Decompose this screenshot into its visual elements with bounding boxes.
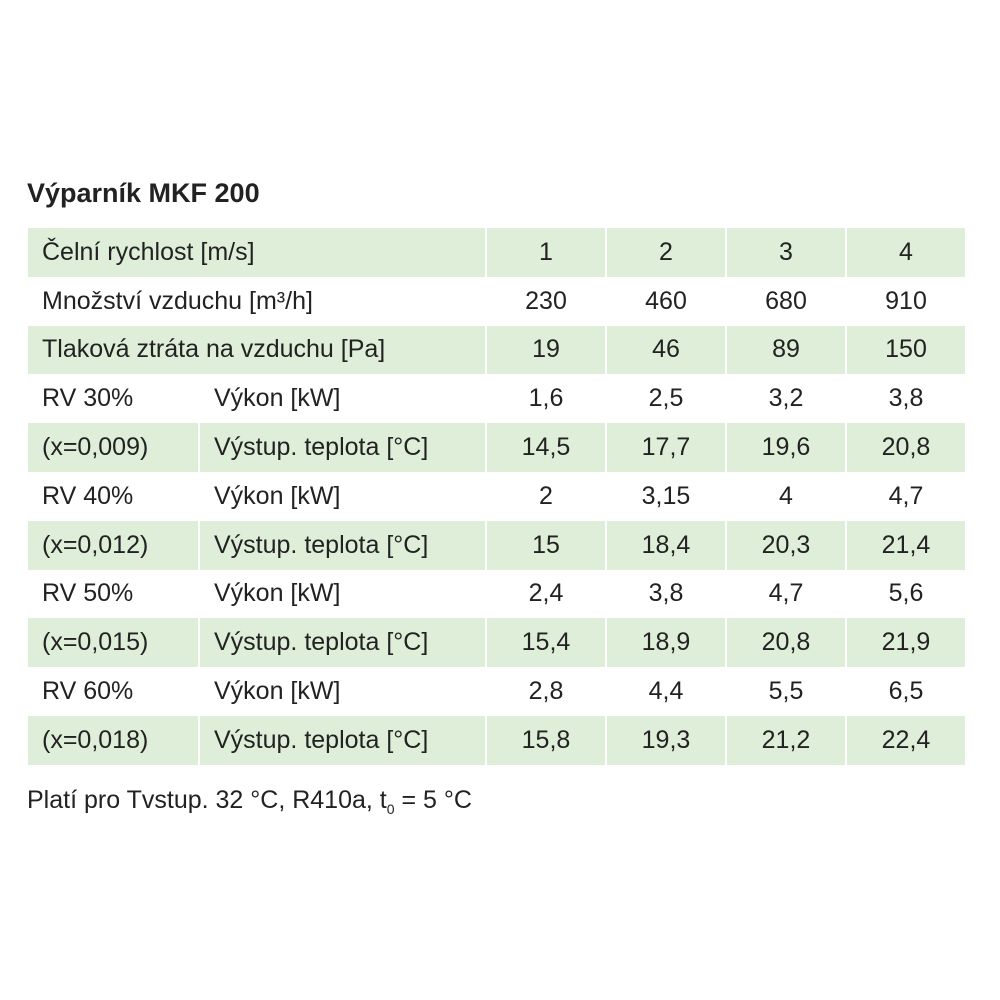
cell-value: 1,6 (528, 384, 564, 413)
row-label: Množství vzduchu [m³/h] (42, 286, 313, 315)
row-label: (x=0,009) (28, 423, 198, 472)
cell-value: 2,8 (528, 677, 564, 706)
row-label: Výkon [kW] (214, 579, 341, 608)
cell-value: 21,9 (847, 618, 965, 668)
footnote-subscript: 0 (386, 801, 395, 817)
cell-value: 18,4 (607, 520, 725, 570)
cell-value: 3,8 (648, 579, 684, 608)
cell-value: 4 (779, 481, 793, 510)
row-label: Výkon [kW] (214, 677, 341, 706)
table-body: Čelní rychlost [m/s] 1 2 3 4 Množství vzduchu… (28, 228, 965, 765)
cell-value: 460 (645, 286, 687, 315)
footnote: Platí pro Tvstup. 32 °C, R410a, t0 = 5 °… (27, 786, 472, 817)
row-label: Výstup. teplota [°C] (200, 715, 485, 765)
cell-value: 5,5 (768, 677, 804, 706)
table-row: RV 60% Výkon [kW] 2,8 4,4 5,5 6,5 (28, 667, 965, 716)
cell-value: 3,2 (768, 384, 804, 413)
row-label: RV 60% (42, 677, 134, 706)
cell-value: 17,7 (607, 423, 725, 472)
cell-value: 3,8 (888, 384, 924, 413)
row-label: Výstup. teplota [°C] (200, 520, 485, 570)
row-label: (x=0,012) (28, 520, 198, 570)
table-row: Množství vzduchu [m³/h] 230 460 680 910 (28, 277, 965, 326)
table-row: Čelní rychlost [m/s] 1 2 3 4 (28, 228, 965, 277)
row-label: Výstup. teplota [°C] (200, 423, 485, 472)
row-label: RV 50% (42, 579, 134, 608)
row-label: Výstup. teplota [°C] (200, 618, 485, 668)
cell-value: 46 (607, 325, 725, 375)
cell-value: 3,15 (641, 481, 691, 510)
cell-value: 2 (539, 481, 553, 510)
cell-value: 680 (765, 286, 807, 315)
table-row: (x=0,009) Výstup. teplota [°C] 14,5 17,7 19,… (28, 423, 965, 472)
cell-value: 14,5 (487, 423, 605, 472)
cell-value: 18,9 (607, 618, 725, 668)
cell-value: 2,5 (648, 384, 684, 413)
cell-value: 4,7 (888, 481, 924, 510)
row-label: (x=0,018) (28, 715, 198, 765)
row-label: (x=0,015) (28, 618, 198, 668)
table-row: (x=0,015) Výstup. teplota [°C] 15,4 18,9 20,… (28, 618, 965, 668)
cell-value: 1 (487, 228, 605, 277)
cell-value: 89 (727, 325, 845, 375)
data-table: Čelní rychlost [m/s] 1 2 3 4 Množství vzduchu… (26, 228, 967, 765)
cell-value: 15,8 (487, 715, 605, 765)
table-row: RV 30% Výkon [kW] 1,6 2,5 3,2 3,8 (28, 374, 965, 423)
cell-value: 15,4 (487, 618, 605, 668)
cell-value: 4 (847, 228, 965, 277)
table-row: Tlaková ztráta na vzduchu [Pa] 19 46 89 150 (28, 325, 965, 375)
cell-value: 19,6 (727, 423, 845, 472)
cell-value: 19 (487, 325, 605, 375)
cell-value: 910 (885, 286, 927, 315)
cell-value: 21,4 (847, 520, 965, 570)
row-label: RV 40% (42, 481, 134, 510)
cell-value: 20,8 (727, 618, 845, 668)
row-label: Výkon [kW] (214, 481, 341, 510)
row-label: Čelní rychlost [m/s] (28, 228, 485, 277)
table-row: RV 40% Výkon [kW] 2 3,15 4 4,7 (28, 472, 965, 521)
cell-value: 20,8 (847, 423, 965, 472)
cell-value: 19,3 (607, 715, 725, 765)
table-row: (x=0,018) Výstup. teplota [°C] 15,8 19,3 21,… (28, 715, 965, 765)
table-title: Výparník MKF 200 (27, 178, 260, 208)
cell-value: 2,4 (528, 579, 564, 608)
row-label: RV 30% (42, 384, 134, 413)
cell-value: 150 (847, 325, 965, 375)
cell-value: 15 (487, 520, 605, 570)
table-row: (x=0,012) Výstup. teplota [°C] 15 18,4 20,3 2… (28, 520, 965, 570)
footnote-rest: = 5 °C (394, 786, 472, 814)
row-label: Tlaková ztráta na vzduchu [Pa] (28, 325, 485, 375)
footnote-text: Platí pro Tvstup. 32 °C, R410a, t (27, 786, 387, 814)
table-row: RV 50% Výkon [kW] 2,4 3,8 4,7 5,6 (28, 570, 965, 619)
cell-value: 230 (525, 286, 567, 315)
cell-value: 5,6 (888, 579, 924, 608)
cell-value: 6,5 (888, 677, 924, 706)
cell-value: 4,4 (648, 677, 684, 706)
cell-value: 2 (607, 228, 725, 277)
row-label: Výkon [kW] (214, 384, 341, 413)
cell-value: 3 (727, 228, 845, 277)
cell-value: 21,2 (727, 715, 845, 765)
cell-value: 22,4 (847, 715, 965, 765)
cell-value: 4,7 (768, 579, 804, 608)
cell-value: 20,3 (727, 520, 845, 570)
